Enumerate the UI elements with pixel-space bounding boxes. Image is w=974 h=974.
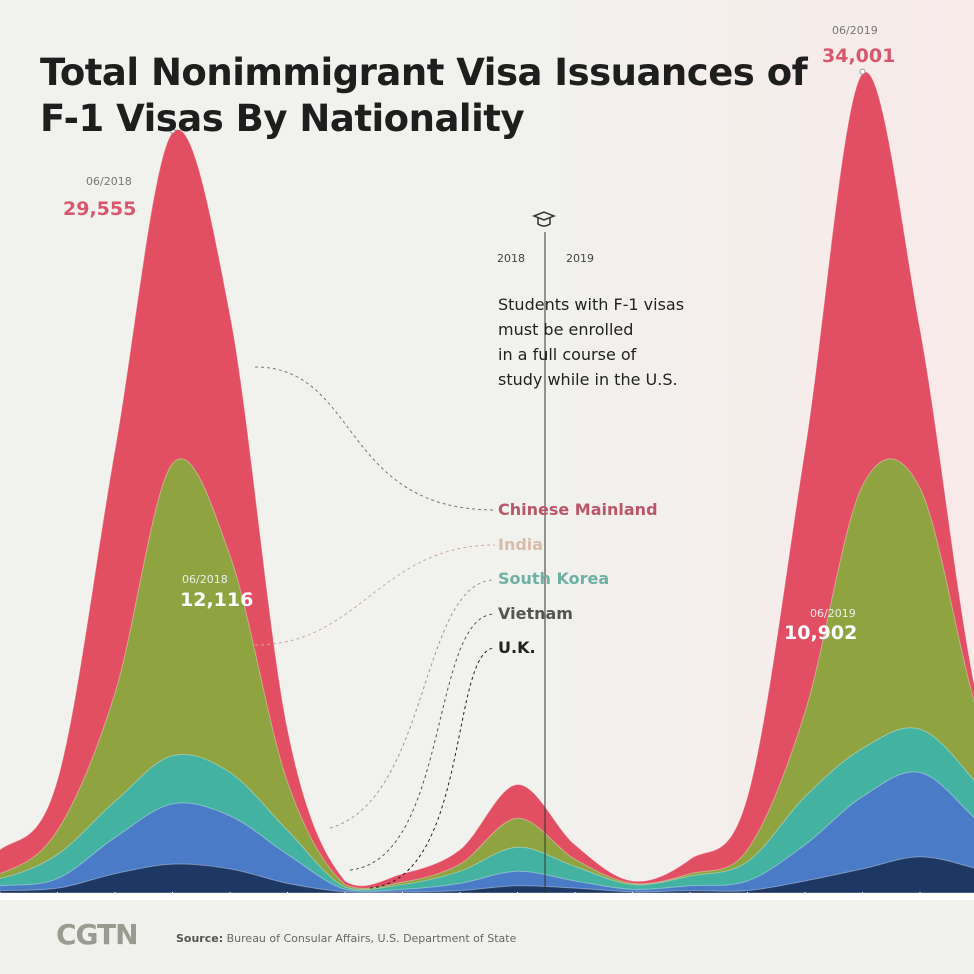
year-label-2019: 2019	[566, 252, 594, 265]
legend-south-korea: South Korea	[498, 569, 610, 588]
x-axis-band	[0, 893, 974, 900]
peak-2019-value: 34,001	[822, 45, 896, 67]
title-line-1: Total Nonimmigrant Visa Issuances of	[40, 51, 808, 94]
note-line: must be enrolled	[498, 320, 634, 339]
area-u-k	[0, 856, 974, 894]
peak-2018-value: 29,555	[63, 198, 137, 220]
leader-line-vietnam	[349, 613, 496, 871]
area-vietnam	[0, 771, 974, 894]
legend-vietnam: Vietnam	[498, 604, 573, 623]
peak-2018-date: 06/2018	[86, 175, 132, 188]
leader-line-uk	[369, 647, 496, 889]
leader-line-south-korea	[329, 579, 496, 829]
footer	[0, 900, 974, 974]
peak-2019-date: 06/2019	[832, 24, 878, 37]
note-text: Students with F-1 visas must be enrolled…	[498, 292, 684, 392]
legend-uk: U.K.	[498, 638, 536, 657]
source-text: Source: Bureau of Consular Affairs, U.S.…	[176, 932, 516, 945]
cgtn-logo: CGTN	[56, 918, 139, 951]
source-label: Source:	[176, 932, 224, 945]
india-2018-value: 12,116	[180, 589, 254, 611]
note-line: study while in the U.S.	[498, 370, 678, 389]
source-value: Bureau of Consular Affairs, U.S. Departm…	[226, 932, 517, 945]
graduation-cap-icon	[532, 211, 556, 227]
leader-line-chinese-mainland	[254, 366, 496, 511]
year-label-2018: 2018	[497, 252, 525, 265]
legend-chinese-mainland: Chinese Mainland	[498, 500, 658, 519]
note-line: in a full course of	[498, 345, 637, 364]
leader-line-india	[254, 544, 496, 646]
title-line-2: F-1 Visas By Nationality	[40, 97, 525, 140]
peak-marker	[169, 127, 176, 134]
india-2018-date: 06/2018	[182, 573, 228, 586]
stacked-area-chart	[0, 68, 974, 900]
chart-title: Total Nonimmigrant Visa Issuances of F-1…	[40, 50, 808, 142]
peak-marker	[859, 68, 866, 75]
india-2019-date: 06/2019	[810, 607, 856, 620]
note-line: Students with F-1 visas	[498, 295, 685, 314]
india-2019-value: 10,902	[784, 622, 858, 644]
legend-india: India	[498, 535, 544, 554]
